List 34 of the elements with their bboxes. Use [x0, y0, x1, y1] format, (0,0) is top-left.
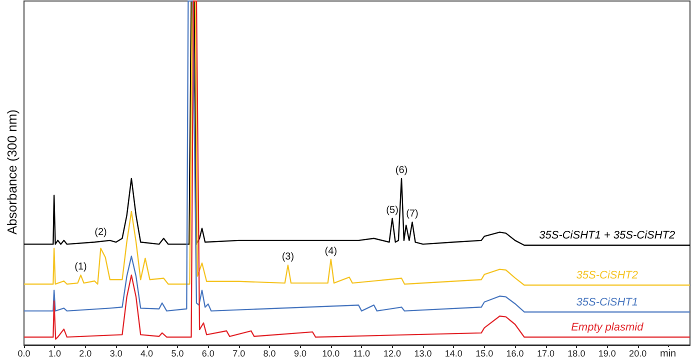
x-tick-label: 7.0 [232, 348, 246, 358]
x-tick-label: 10.0 [322, 348, 340, 358]
x-tick-label: 9.0 [294, 348, 306, 358]
annotation: (2) [94, 226, 107, 238]
series-label: Empty plasmid [571, 322, 644, 334]
x-tick-label: 15.0 [476, 348, 494, 358]
x-tick-label: 12.0 [384, 348, 402, 358]
x-tick-label: 14.0 [444, 348, 462, 358]
annotation: (1) [74, 262, 87, 273]
x-tick-label: 3.0 [110, 348, 122, 358]
x-axis-title: min [660, 348, 676, 360]
series-label: 35S-CiSHT1 + 35S-CiSHT2 [539, 230, 676, 242]
x-tick-label: 0.0 [18, 348, 30, 358]
x-tick-label: 17.0 [536, 348, 555, 358]
x-tick-label: 1.0 [48, 348, 61, 358]
x-tick-label: 2.0 [79, 348, 92, 358]
annotation: (7) [406, 208, 418, 220]
x-tick-label: 20.0 [629, 348, 647, 358]
annotation: (4) [324, 246, 338, 257]
annotation: (6) [395, 165, 408, 176]
annotation: (5) [386, 204, 398, 216]
series-label: 35S-CiSHT1 [576, 296, 638, 308]
x-tick-label: 11.0 [353, 348, 370, 358]
annotation: (3) [282, 252, 294, 263]
x-tick-label: 5.0 [171, 348, 184, 358]
x-tick-label: 6.0 [202, 348, 214, 358]
x-tick-label: 16.0 [506, 348, 524, 358]
y-axis-title: Absorbance (300 nm) [4, 109, 20, 235]
series-label: 35S-CiSHT2 [576, 270, 638, 282]
x-tick-label: 8.0 [263, 348, 276, 358]
x-tick-label: 18.0 [568, 348, 586, 358]
x-tick-label: 4.0 [140, 348, 154, 358]
x-tick-label: 19.0 [598, 348, 616, 358]
x-tick-label: 13.0 [414, 348, 432, 358]
